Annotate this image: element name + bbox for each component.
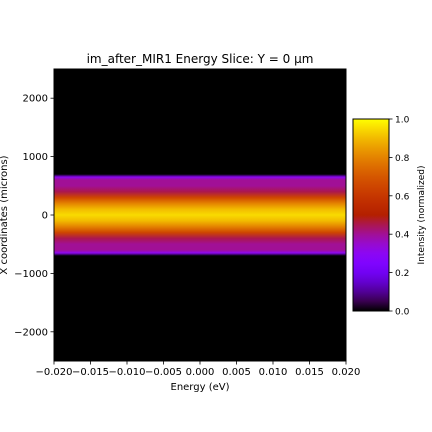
x-tick-label: −0.005 (145, 367, 182, 378)
x-axis: −0.020 −0.015 −0.010 −0.005 0.000 0.005 0.010 0… (35, 361, 360, 378)
x-axis-label: Energy (eV) (171, 382, 230, 393)
y-axis-label: X coordinates (microns) (0, 155, 10, 274)
colorbar-tick-label: 1.0 (395, 116, 410, 126)
chart-title: im_after_MIR1 Energy Slice: Y = 0 µm (87, 52, 314, 66)
colorbar: 0.0 0.2 0.4 0.6 0.8 1.0 Intensity (normalized… (352, 116, 427, 318)
colorbar-ticks: 0.0 0.2 0.4 0.6 0.8 1.0 (389, 116, 410, 318)
plot-area (53, 68, 347, 362)
colorbar-tick-label: 0.6 (395, 192, 410, 202)
x-tick-label: 0.010 (259, 367, 288, 378)
y-tick-label: 1000 (23, 152, 48, 163)
colorbar-tick-label: 0.0 (395, 308, 410, 318)
x-tick-label: 0.000 (186, 367, 215, 378)
x-tick-label: −0.020 (35, 367, 72, 378)
colorbar-tick-label: 0.2 (395, 269, 409, 279)
x-tick-label: 0.020 (332, 367, 361, 378)
y-tick-label: −2000 (14, 327, 48, 338)
intensity-band (54, 69, 346, 361)
x-tick-label: 0.015 (295, 367, 324, 378)
x-tick-label: −0.010 (108, 367, 145, 378)
y-axis: −2000 −1000 0 1000 2000 (14, 94, 54, 338)
colorbar-frame (352, 118, 390, 312)
colorbar-label: Intensity (normalized) (417, 165, 427, 264)
x-tick-label: 0.005 (222, 367, 251, 378)
colorbar-tick-label: 0.4 (395, 231, 410, 241)
y-tick-label: 0 (42, 211, 48, 222)
y-tick-label: 2000 (23, 94, 48, 105)
y-tick-label: −1000 (14, 269, 48, 280)
colorbar-tick-label: 0.8 (395, 154, 410, 164)
colorbar-gradient (353, 119, 389, 311)
x-tick-label: −0.015 (72, 367, 109, 378)
